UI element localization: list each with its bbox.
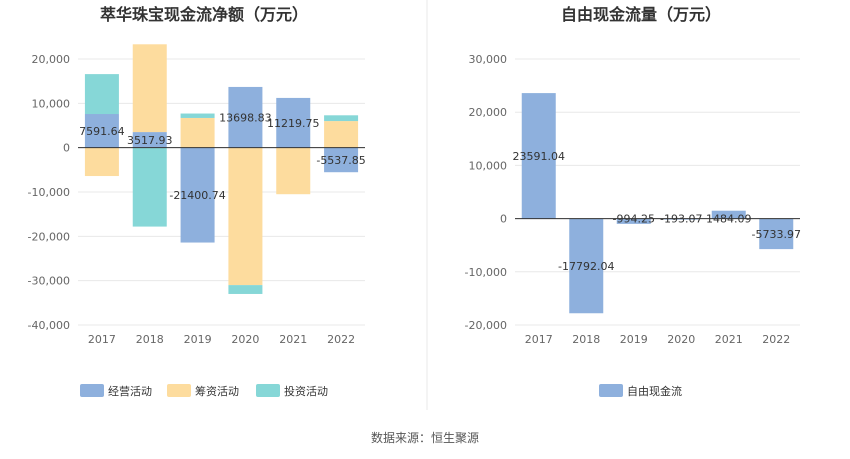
bar-筹资活动 [84,147,119,177]
x-tick-label: 2019 [184,333,212,346]
data-label: 3517.93 [127,134,173,147]
y-tick-label: 10,000 [469,159,508,172]
bar-筹资活动 [324,121,359,148]
x-tick-label: 2018 [572,333,600,346]
cashflow-chart: 20,000 10,000 0 -10,000 -20,000 -30,000 -40,00… [28,44,366,346]
cashflow-legend: 经营活动 筹资活动 投资活动 [80,384,328,398]
bar-经营活动 [276,97,311,148]
legend-swatch [167,384,191,397]
fcf-chart: 30,000 20,000 10,000 0 -10,000 -20,000 2017 201… [465,53,801,346]
y-tick-label: 10,000 [32,97,71,110]
bar-自由现金流 [569,218,604,314]
y-tick-label: -40,000 [28,319,70,332]
bar-投资活动 [180,113,215,118]
y-tick-label: -10,000 [28,186,70,199]
y-tick-label: 20,000 [32,53,71,66]
bar-投资活动 [132,147,167,227]
bar-筹资活动 [228,147,263,286]
y-tick-label: -30,000 [28,275,70,288]
data-label: -5537.85 [316,154,365,167]
bar-经营活动 [228,86,263,148]
data-label: 1484.09 [706,213,752,226]
bar-投资活动 [324,115,359,122]
bar-投资活动 [84,74,119,115]
data-label: 11219.75 [267,117,320,130]
bar-筹资活动 [276,147,311,195]
x-tick-label: 2020 [231,333,259,346]
y-tick-label: 0 [63,142,70,155]
y-tick-label: 30,000 [469,53,508,66]
legend-swatch [80,384,104,397]
bar-筹资活动 [132,44,167,133]
data-label: -5733.97 [752,228,801,241]
data-source: 数据来源：恒生聚源 [371,430,479,445]
x-tick-label: 2021 [715,333,743,346]
bar-经营活动 [84,114,119,148]
x-tick-label: 2020 [667,333,695,346]
bar-投资活动 [228,285,263,294]
data-label: 23591.04 [513,150,566,163]
x-tick-label: 2018 [136,333,164,346]
x-tick-label: 2019 [620,333,648,346]
legend-label: 筹资活动 [195,384,239,398]
legend-swatch [599,384,623,397]
bar-经营活动 [180,147,215,243]
bar-经营活动 [132,132,167,148]
data-label: -193.07 [660,213,702,226]
data-label: -17792.04 [558,260,614,273]
bar-自由现金流 [759,218,794,250]
y-tick-label: -20,000 [28,230,70,243]
y-tick-label: 0 [500,213,507,226]
legend-swatch [256,384,280,397]
x-tick-label: 2022 [327,333,355,346]
legend-label: 自由现金流 [627,384,682,398]
data-label: -994.25 [613,213,655,226]
bar-自由现金流 [616,218,651,224]
chart-title-fcf: 自由现金流量（万元） [561,5,721,24]
data-label: 13698.83 [219,111,272,124]
bar-自由现金流 [521,93,556,219]
y-tick-label: -10,000 [465,266,507,279]
bar-自由现金流 [711,210,746,219]
x-tick-label: 2022 [762,333,790,346]
y-tick-label: 20,000 [469,106,508,119]
y-tick-label: -20,000 [465,319,507,332]
chart-title-cashflow: 萃华珠宝现金流净额（万元） [100,5,308,24]
x-tick-label: 2017 [88,333,116,346]
data-label: 7591.64 [79,125,125,138]
x-tick-label: 2021 [279,333,307,346]
bar-经营活动 [324,147,359,173]
bar-自由现金流 [664,218,699,220]
bar-筹资活动 [180,117,215,148]
legend-label: 经营活动 [108,384,152,398]
data-label: -21400.74 [169,189,225,202]
legend-label: 投资活动 [284,384,328,398]
fcf-legend: 自由现金流 [599,384,682,398]
x-tick-label: 2017 [525,333,553,346]
